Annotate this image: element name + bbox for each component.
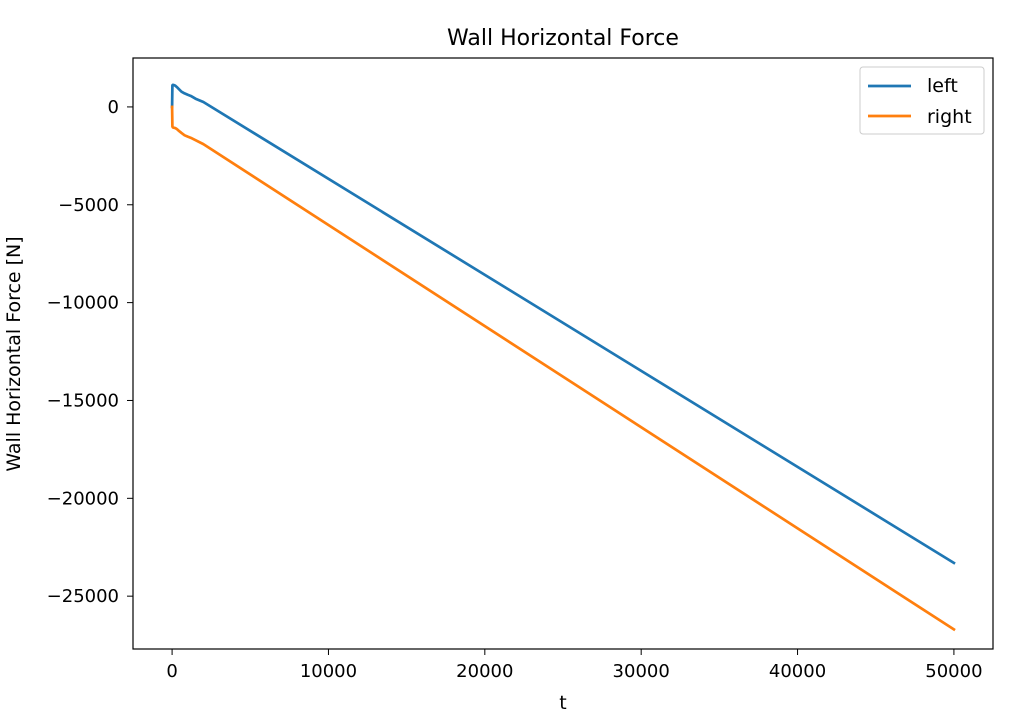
x-tick-label: 40000 bbox=[769, 661, 826, 682]
x-tick-label: 50000 bbox=[925, 661, 982, 682]
chart-title: Wall Horizontal Force bbox=[447, 26, 679, 51]
y-axis-ticks: 0 −5000 −10000 −15000 −20000 −25000 bbox=[47, 97, 133, 607]
legend-label-right: right bbox=[927, 106, 972, 128]
plot-frame bbox=[132, 57, 994, 650]
x-tick-label: 0 bbox=[166, 661, 177, 682]
y-tick-label: −20000 bbox=[47, 488, 119, 509]
x-axis-label: t bbox=[559, 692, 566, 714]
x-tick-label: 30000 bbox=[613, 661, 670, 682]
x-tick-label: 10000 bbox=[300, 661, 357, 682]
y-tick-label: 0 bbox=[108, 97, 119, 118]
y-tick-label: −10000 bbox=[47, 293, 119, 314]
y-tick-label: −25000 bbox=[47, 586, 119, 607]
legend: left right bbox=[859, 66, 985, 135]
y-tick-label: −15000 bbox=[47, 390, 119, 411]
series-layer bbox=[170, 83, 956, 632]
series-line-right bbox=[170, 105, 956, 632]
x-axis-ticks: 0 10000 20000 30000 40000 50000 bbox=[166, 649, 983, 682]
series-line-left bbox=[170, 83, 956, 565]
y-axis-label: Wall Horizontal Force [N] bbox=[3, 236, 25, 471]
legend-label-left: left bbox=[927, 75, 958, 97]
y-tick-label: −5000 bbox=[58, 195, 119, 216]
x-tick-label: 20000 bbox=[456, 661, 513, 682]
